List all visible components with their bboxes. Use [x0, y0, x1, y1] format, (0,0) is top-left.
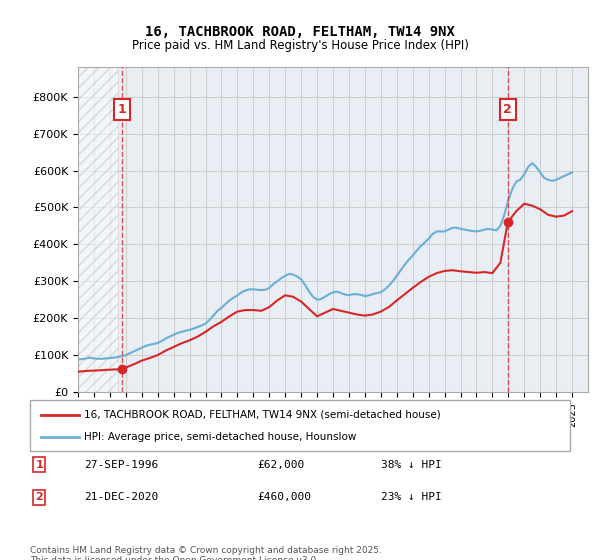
- Text: 38% ↓ HPI: 38% ↓ HPI: [381, 460, 442, 469]
- Text: £460,000: £460,000: [257, 492, 311, 502]
- Text: 21-DEC-2020: 21-DEC-2020: [84, 492, 158, 502]
- Text: Price paid vs. HM Land Registry's House Price Index (HPI): Price paid vs. HM Land Registry's House …: [131, 39, 469, 52]
- Bar: [78, 67, 118, 392]
- Text: 23% ↓ HPI: 23% ↓ HPI: [381, 492, 442, 502]
- Text: 2: 2: [503, 103, 512, 116]
- Text: Contains HM Land Registry data © Crown copyright and database right 2025.
This d: Contains HM Land Registry data © Crown c…: [30, 546, 382, 560]
- Text: £62,000: £62,000: [257, 460, 304, 469]
- Text: 1: 1: [118, 103, 126, 116]
- Text: 16, TACHBROOK ROAD, FELTHAM, TW14 9NX (semi-detached house): 16, TACHBROOK ROAD, FELTHAM, TW14 9NX (s…: [84, 409, 441, 419]
- Text: 1: 1: [35, 460, 43, 469]
- Text: HPI: Average price, semi-detached house, Hounslow: HPI: Average price, semi-detached house,…: [84, 432, 356, 442]
- FancyBboxPatch shape: [30, 400, 570, 451]
- Text: 16, TACHBROOK ROAD, FELTHAM, TW14 9NX: 16, TACHBROOK ROAD, FELTHAM, TW14 9NX: [145, 25, 455, 39]
- Text: 27-SEP-1996: 27-SEP-1996: [84, 460, 158, 469]
- Text: 2: 2: [35, 492, 43, 502]
